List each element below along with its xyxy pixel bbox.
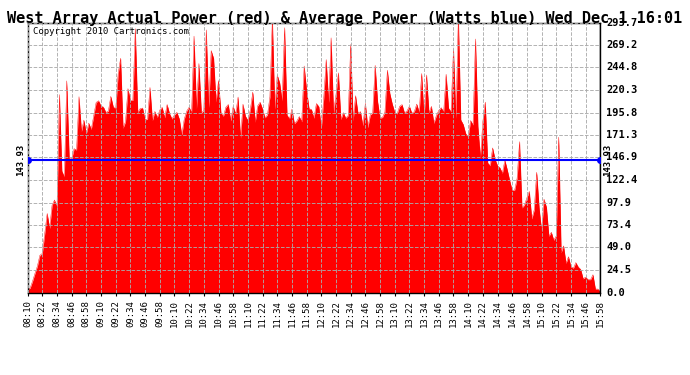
Text: West Array Actual Power (red) & Average Power (Watts blue) Wed Dec 1 16:01: West Array Actual Power (red) & Average … (8, 11, 682, 26)
Text: 49.0: 49.0 (606, 243, 631, 252)
Text: 171.3: 171.3 (606, 130, 638, 140)
Text: 269.2: 269.2 (606, 40, 638, 50)
Text: 143.93: 143.93 (603, 144, 612, 176)
Text: 195.8: 195.8 (606, 108, 638, 117)
Text: 0.0: 0.0 (606, 288, 624, 297)
Text: 97.9: 97.9 (606, 198, 631, 207)
Text: 73.4: 73.4 (606, 220, 631, 230)
Text: 24.5: 24.5 (606, 265, 631, 275)
Text: Copyright 2010 Cartronics.com: Copyright 2010 Cartronics.com (33, 27, 189, 36)
Text: 220.3: 220.3 (606, 85, 638, 95)
Text: 244.8: 244.8 (606, 63, 638, 72)
Text: 146.9: 146.9 (606, 153, 638, 162)
Text: 293.7: 293.7 (606, 18, 638, 27)
Text: 143.93: 143.93 (16, 144, 25, 176)
Text: 122.4: 122.4 (606, 175, 638, 185)
